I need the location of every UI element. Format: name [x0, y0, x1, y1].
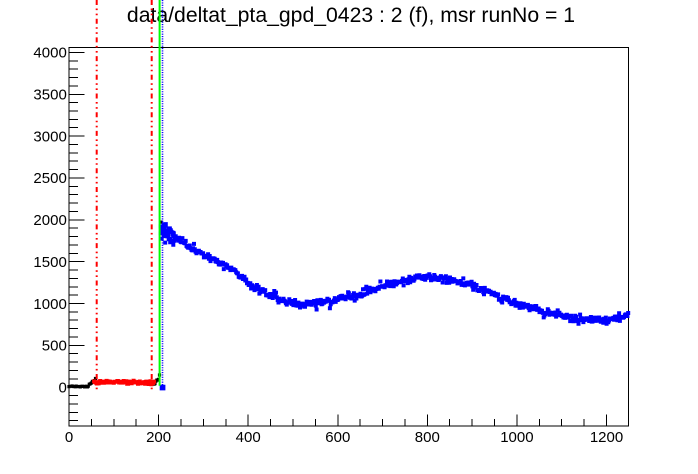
- svg-text:0: 0: [58, 380, 66, 397]
- svg-text:1000: 1000: [500, 429, 533, 446]
- svg-text:4000: 4000: [33, 45, 66, 62]
- svg-text:600: 600: [325, 429, 350, 446]
- svg-text:0: 0: [65, 429, 73, 446]
- svg-text:400: 400: [236, 429, 261, 446]
- svg-text:800: 800: [415, 429, 440, 446]
- svg-text:1000: 1000: [33, 296, 66, 313]
- svg-text:2000: 2000: [33, 212, 66, 229]
- svg-text:2500: 2500: [33, 170, 66, 187]
- svg-text:500: 500: [42, 338, 67, 355]
- svg-text:200: 200: [146, 429, 171, 446]
- svg-text:data/deltat_pta_gpd_0423 : 2 (: data/deltat_pta_gpd_0423 : 2 (f), msr ru…: [127, 4, 575, 27]
- svg-text:1500: 1500: [33, 254, 66, 271]
- svg-text:1200: 1200: [590, 429, 623, 446]
- svg-text:3500: 3500: [33, 87, 66, 104]
- svg-text:3000: 3000: [33, 128, 66, 145]
